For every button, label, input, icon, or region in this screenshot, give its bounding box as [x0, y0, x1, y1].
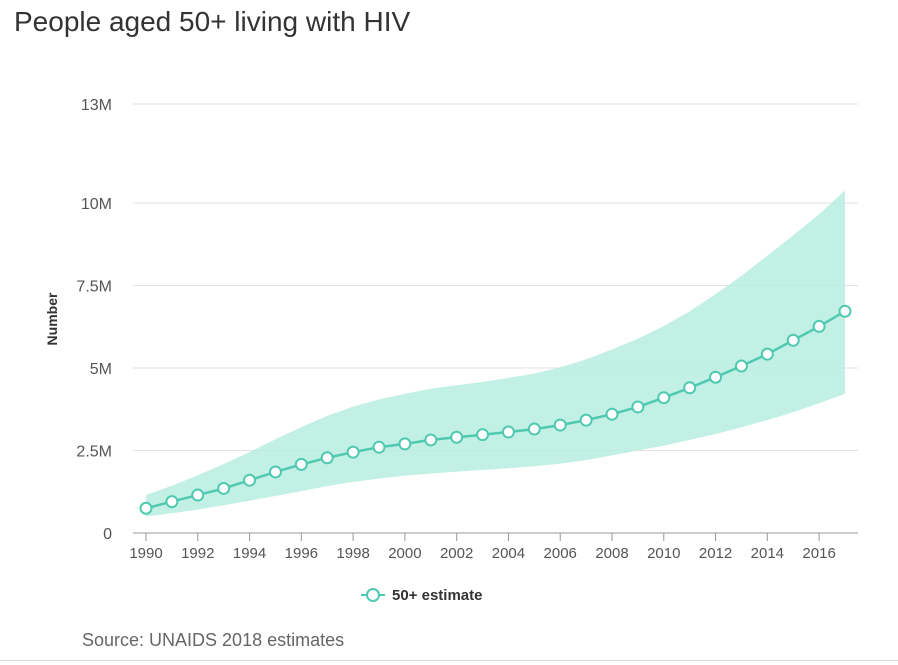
data-point[interactable] [346, 445, 360, 459]
range-area [146, 190, 845, 517]
data-point[interactable] [709, 370, 723, 384]
y-tick-label: 5M [90, 361, 112, 378]
data-point[interactable] [450, 430, 464, 444]
data-point[interactable] [217, 481, 231, 495]
data-point[interactable] [372, 440, 386, 454]
y-tick-label: 7.5M [76, 279, 112, 296]
data-point[interactable] [268, 465, 282, 479]
data-point[interactable] [812, 319, 826, 333]
x-axis: 1990 1992 1994 1996 1998 2000 2002 2004 2006 2008… [129, 532, 858, 562]
legend-label: 50+ estimate [392, 587, 482, 604]
x-tick-label: 2004 [492, 545, 525, 562]
data-point[interactable] [760, 347, 774, 361]
x-tick-label: 2006 [544, 545, 577, 562]
data-point[interactable] [191, 488, 205, 502]
data-point[interactable] [631, 400, 645, 414]
data-point[interactable] [294, 457, 308, 471]
data-point[interactable] [605, 407, 619, 421]
data-point[interactable] [786, 333, 800, 347]
data-point[interactable] [579, 413, 593, 427]
data-point[interactable] [139, 501, 153, 515]
x-tick-label: 2012 [699, 545, 732, 562]
data-point[interactable] [165, 495, 179, 509]
x-tick-label: 1994 [233, 545, 266, 562]
y-tick-label: 0 [103, 526, 112, 543]
data-point[interactable] [553, 418, 567, 432]
uncertainty-band [146, 190, 845, 517]
series-path [145, 310, 846, 510]
source-note: Source: UNAIDS 2018 estimates [82, 630, 345, 650]
legend-marker [366, 588, 380, 602]
x-tick-label: 1992 [181, 545, 214, 562]
y-tick-label: 10M [81, 196, 112, 213]
y-axis-label: Number [44, 292, 60, 345]
data-point[interactable] [683, 381, 697, 395]
series-line [139, 304, 852, 515]
divider [0, 660, 898, 661]
x-tick-label: 2014 [751, 545, 784, 562]
data-point[interactable] [476, 428, 490, 442]
y-axis: 0 2.5M 5M 7.5M 10M 13M [76, 97, 112, 543]
data-point[interactable] [320, 451, 334, 465]
data-point[interactable] [657, 391, 671, 405]
data-point[interactable] [734, 359, 748, 373]
x-tick-label: 2016 [802, 545, 835, 562]
data-point[interactable] [243, 473, 257, 487]
x-tick-label: 1990 [129, 545, 162, 562]
data-point[interactable] [527, 422, 541, 436]
data-point[interactable] [424, 433, 438, 447]
y-tick-label: 13M [81, 97, 112, 114]
data-point[interactable] [501, 425, 515, 439]
x-tick-label: 2010 [647, 545, 680, 562]
data-point[interactable] [398, 437, 412, 451]
x-tick-label: 2002 [440, 545, 473, 562]
legend[interactable]: 50+ estimate [361, 587, 482, 604]
chart-title: People aged 50+ living with HIV [14, 6, 411, 37]
x-tick-label: 2008 [595, 545, 628, 562]
x-tick-label: 1996 [285, 545, 318, 562]
x-tick-label: 1998 [336, 545, 369, 562]
y-tick-label: 2.5M [76, 444, 112, 461]
data-point[interactable] [838, 304, 852, 318]
x-tick-label: 2000 [388, 545, 421, 562]
